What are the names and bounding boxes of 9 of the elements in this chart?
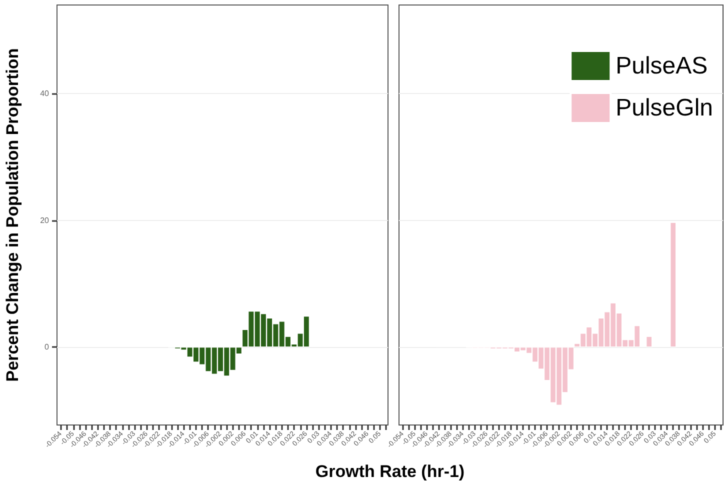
y-axis-title: Percent Change in Population Proportion [3,48,22,382]
legend-label: PulseGln [616,94,714,122]
y-tick-label: 20 [40,216,50,225]
legend-label: PulseAS [616,52,708,80]
bar [670,222,676,348]
bar [646,336,652,348]
x-axis-title: Growth Rate (hr-1) [314,462,466,482]
y-tick-label: 0 [44,342,50,352]
y-tick-label: 40 [40,89,50,98]
